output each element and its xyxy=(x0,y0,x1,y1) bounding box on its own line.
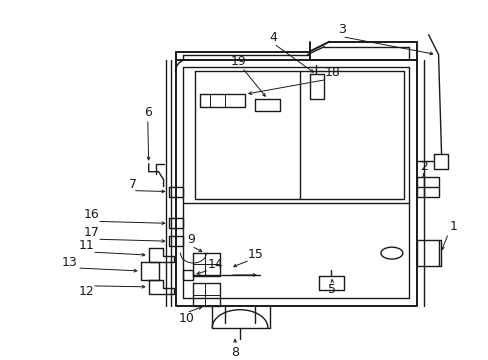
Text: 1: 1 xyxy=(448,220,456,233)
Text: 9: 9 xyxy=(187,233,195,246)
Text: 19: 19 xyxy=(230,55,245,68)
Text: 5: 5 xyxy=(327,283,336,296)
Text: 10: 10 xyxy=(178,312,194,325)
Text: 6: 6 xyxy=(143,106,151,119)
Text: 2: 2 xyxy=(419,160,427,173)
Text: 13: 13 xyxy=(61,256,77,269)
Text: 16: 16 xyxy=(83,208,99,221)
Text: 17: 17 xyxy=(83,226,99,239)
Text: 7: 7 xyxy=(128,178,137,191)
Text: 3: 3 xyxy=(338,23,346,36)
Text: 11: 11 xyxy=(78,239,94,252)
Text: 4: 4 xyxy=(269,31,277,44)
Text: 14: 14 xyxy=(207,257,223,271)
Text: 8: 8 xyxy=(231,346,239,359)
Text: 12: 12 xyxy=(78,285,94,298)
Text: 15: 15 xyxy=(247,248,264,261)
Text: 18: 18 xyxy=(324,66,340,79)
